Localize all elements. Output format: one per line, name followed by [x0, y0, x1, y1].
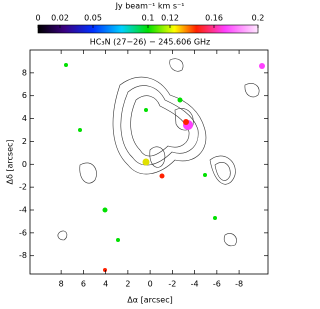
- x-tick-label: 2: [125, 280, 130, 289]
- y-tick-label: -6: [19, 228, 27, 237]
- y-tick-label: 2: [22, 137, 27, 146]
- x-tick-label: -4: [191, 280, 199, 289]
- y-tick-label: 6: [22, 91, 27, 100]
- y-tick-label: 4: [22, 114, 27, 123]
- colorbar-label: Jy beam⁻¹ km s⁻¹: [115, 2, 185, 11]
- colorbar-tick-label: 0.02: [51, 14, 69, 23]
- y-tick-label: 8: [22, 68, 27, 77]
- x-tick-label: -6: [213, 280, 221, 289]
- colorbar-tick-label: 0.16: [205, 14, 223, 23]
- y-tick-label: 0: [22, 160, 27, 169]
- y-axis-label: Δδ [arcsec]: [6, 139, 15, 184]
- x-tick-label: 0: [148, 280, 153, 289]
- y-tick-label: -8: [19, 251, 27, 260]
- y-tick-label: -4: [19, 206, 27, 215]
- colorbar-tick-label: 0.1: [142, 14, 155, 23]
- x-axis-label: Δα [arcsec]: [127, 296, 172, 305]
- line-label: HC₃N (27−26) − 245.606 GHz: [90, 38, 210, 47]
- emission-blobs: [64, 63, 265, 272]
- y-tick-label: -2: [19, 183, 27, 192]
- colorbar-tick-label: 0.05: [84, 14, 102, 23]
- contours: [57, 58, 260, 247]
- x-tick-label: -8: [235, 280, 243, 289]
- colorbar-tick-label: 0.12: [161, 14, 179, 23]
- x-tick-label: -2: [168, 280, 176, 289]
- x-tick-label: 4: [103, 280, 108, 289]
- plot-frame: [29, 49, 269, 275]
- colorbar-tick-label: 0: [35, 14, 40, 23]
- chart: Jy beam⁻¹ km s⁻¹ HC₃N (27−26) − 245.606 …: [6, 2, 269, 305]
- x-tick-label: 8: [59, 280, 64, 289]
- x-tick-label: 6: [81, 280, 86, 289]
- colorbar-tick-label: 0.2: [252, 14, 265, 23]
